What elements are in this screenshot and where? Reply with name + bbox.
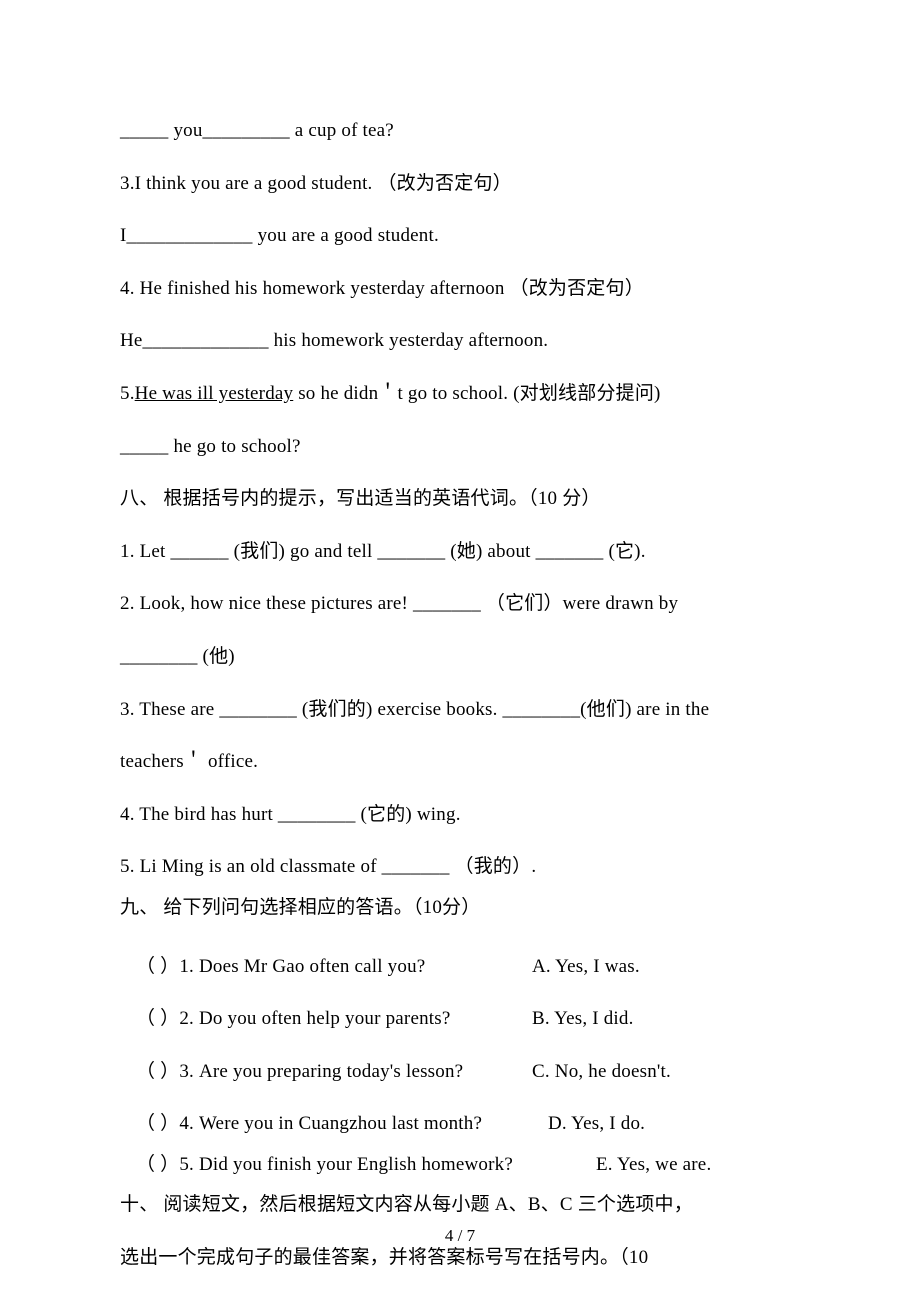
match-answer: B. Yes, I did. (532, 1006, 634, 1033)
match-row: （ ）3. Are you preparing today's lesson? … (120, 1059, 800, 1086)
document-page: _____ you_________ a cup of tea? 3.I thi… (0, 0, 920, 1302)
underlined-text: He was ill yesterday (135, 383, 294, 404)
text-line: I_____________ you are a good student. (120, 223, 800, 250)
section-heading: 九、 给下列问句选择相应的答语。（10分） (120, 895, 800, 922)
section-heading: 八、 根据括号内的提示，写出适当的英语代词。（10 分） (120, 486, 800, 513)
question-number: 5. (120, 383, 135, 404)
text-line: 3.I think you are a good student. （改为否定句… (120, 171, 800, 198)
text-line: 4. The bird has hurt ________ (它的) wing. (120, 802, 800, 829)
match-question: （ ）2. Do you often help your parents? (136, 1006, 532, 1033)
text-line: teachers＇ office. (120, 749, 800, 776)
text-span: so he didn＇t go to school. (对划线部分提问) (293, 383, 660, 404)
text-line: 4. He finished his homework yesterday af… (120, 276, 800, 303)
match-row: （ ）4. Were you in Cuangzhou last month? … (120, 1111, 800, 1138)
match-question: （ ）4. Were you in Cuangzhou last month? (136, 1111, 548, 1138)
match-answer: E. Yes, we are. (596, 1152, 711, 1179)
text-line: 5. Li Ming is an old classmate of ______… (120, 854, 800, 881)
text-line: 3. These are ________ (我们的) exercise boo… (120, 697, 800, 724)
match-row: （ ）1. Does Mr Gao often call you? A. Yes… (120, 954, 800, 981)
match-row: （ ）5. Did you finish your English homewo… (120, 1152, 800, 1179)
match-answer: A. Yes, I was. (532, 954, 640, 981)
match-question: （ ）1. Does Mr Gao often call you? (136, 954, 532, 981)
match-question: （ ）5. Did you finish your English homewo… (136, 1152, 596, 1179)
text-line: _____ he go to school? (120, 434, 800, 461)
match-answer: C. No, he doesn't. (532, 1059, 671, 1086)
match-answer: D. Yes, I do. (548, 1111, 645, 1138)
text-line: He_____________ his homework yesterday a… (120, 328, 800, 355)
text-line: 5.He was ill yesterday so he didn＇t go t… (120, 381, 800, 408)
text-line: ________ (他) (120, 644, 800, 671)
text-line: 选出一个完成句子的最佳答案，并将答案标号写在括号内。（10 (120, 1245, 800, 1272)
page-number: 4 / 7 (0, 1226, 920, 1246)
match-question: （ ）3. Are you preparing today's lesson? (136, 1059, 532, 1086)
text-line: 2. Look, how nice these pictures are! __… (120, 591, 800, 618)
text-line: _____ you_________ a cup of tea? (120, 118, 800, 145)
section-heading: 十、 阅读短文，然后根据短文内容从每小题 A、B、C 三个选项中， (120, 1192, 800, 1219)
match-row: （ ）2. Do you often help your parents? B.… (120, 1006, 800, 1033)
text-line: 1. Let ______ (我们) go and tell _______ (… (120, 539, 800, 566)
